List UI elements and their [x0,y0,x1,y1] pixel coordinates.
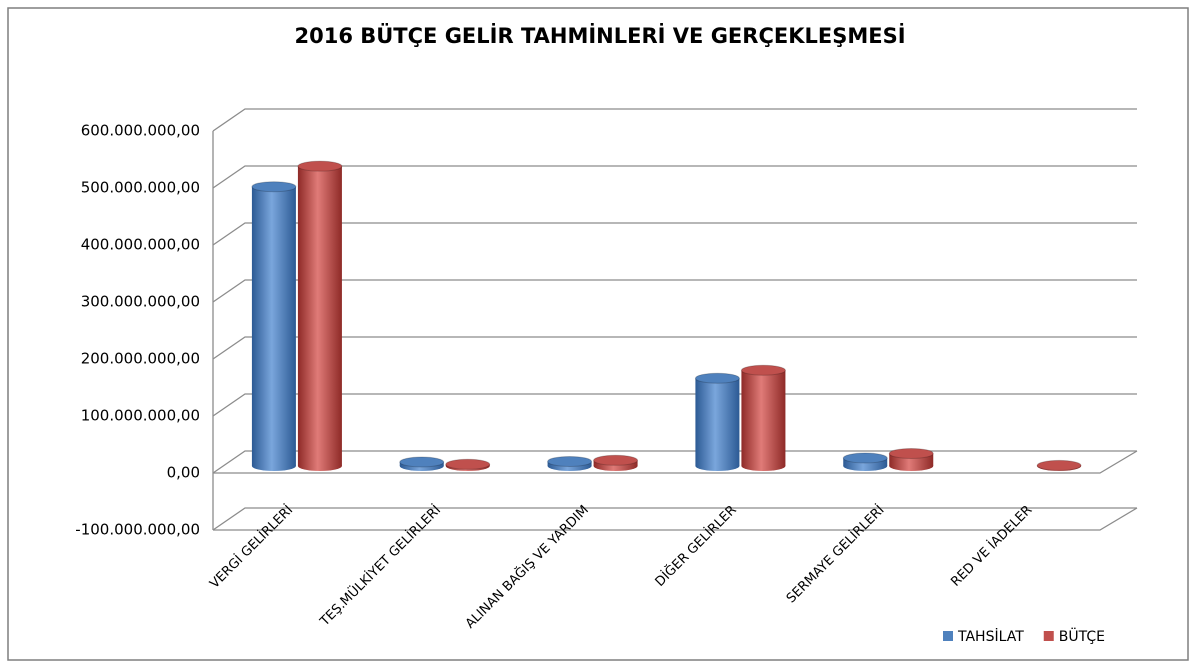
bar-top [593,454,639,466]
bar [842,452,888,471]
grid-line [212,108,1137,132]
grid-line [212,393,1137,417]
bar-body [251,186,296,466]
bar-bottom [695,461,740,471]
grid-line [212,450,1137,474]
grid-line [212,507,1137,531]
chart-frame [7,7,1189,661]
chart-title: 2016 BÜTÇE GELİR TAHMİNLERİ VE GERÇEKLEŞ… [294,23,905,48]
bar [694,372,740,471]
legend-swatch [1043,631,1054,641]
grid-line [212,279,1137,303]
bar-body [741,370,786,466]
bar [251,181,297,471]
bar-bottom [843,461,888,471]
bar [593,454,639,471]
bar [399,456,445,471]
bar-bottom [297,461,342,471]
y-tick-label: -100.000.000,00 [75,521,200,539]
bar-top [547,455,593,467]
y-tick-label: 300.000.000,00 [81,293,200,311]
grid-line [212,336,1137,360]
bar-bottom [741,461,786,471]
grid-line [212,222,1137,246]
bar-top [740,364,786,376]
y-tick-label: 200.000.000,00 [81,350,200,368]
bar-bottom [889,461,934,471]
legend-label: BÜTÇE [1059,627,1105,645]
floor [213,450,1138,474]
y-tick-label: 600.000.000,00 [81,122,200,140]
grid-line [212,165,1137,189]
legend-swatch [943,631,953,641]
bar-top [1036,459,1082,471]
bar-top [694,372,740,384]
bar-body [695,378,740,466]
bar-top [888,447,934,459]
bar [1036,459,1082,471]
bar-bottom [251,461,296,471]
y-tick-label: 100.000.000,00 [81,407,200,425]
bar-top [399,456,445,468]
bar [297,160,343,471]
bar-top [251,181,297,193]
bar [445,458,491,471]
axis-box [213,507,1138,531]
bar [547,455,593,471]
bar-top [445,458,491,470]
bar-top [842,452,888,464]
bar [740,364,786,471]
bar-top [297,160,343,172]
y-tick-label: 0,00 [167,464,200,482]
legend-label: TAHSİLAT [957,627,1024,645]
y-tick-label: 400.000.000,00 [81,236,200,254]
y-tick-label: 500.000.000,00 [81,179,200,197]
bar-body [297,166,342,466]
bar [888,447,934,471]
